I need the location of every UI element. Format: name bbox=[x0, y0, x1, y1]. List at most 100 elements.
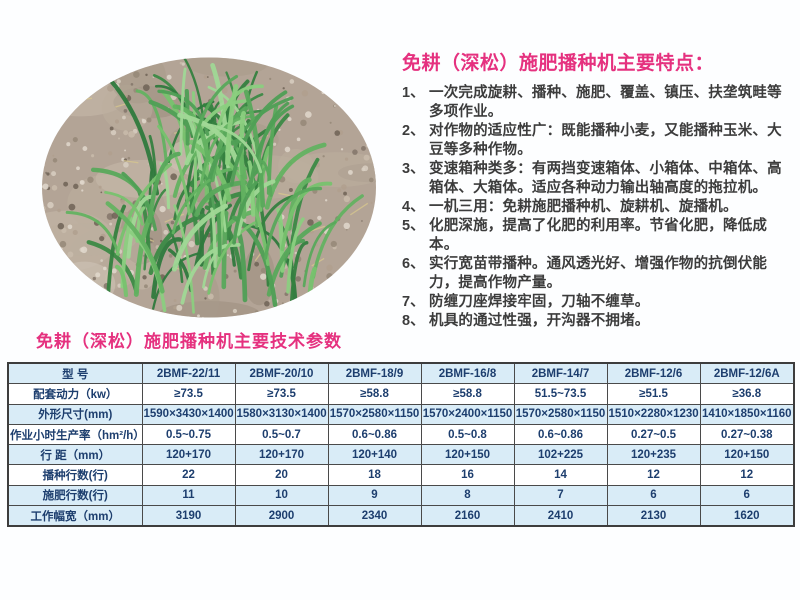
specs-row: 工作幅宽（mm） 3190 2900 2340 2160 2410 2130 1620 bbox=[7, 505, 795, 527]
feature-text: 变速箱种类多：有两挡变速箱体、小箱体、中箱体、高箱体、大箱体。适应各种动力输出轴… bbox=[429, 161, 782, 196]
spec-value: 120+140 bbox=[327, 444, 422, 466]
model-column-label: 型 号 bbox=[7, 362, 143, 385]
spec-value: 12 bbox=[606, 464, 701, 486]
feature-number: 7、 bbox=[402, 294, 425, 310]
feature-text: 化肥深施，提高了化肥的利用率。节省化肥，降低成本。 bbox=[429, 218, 768, 253]
spec-value: ≥58.8 bbox=[327, 383, 422, 405]
spec-value: 0.27~0.5 bbox=[606, 423, 701, 446]
spec-row-label: 作业小时生产率（hm²/h） bbox=[7, 423, 143, 446]
spec-row-label: 播种行数(行) bbox=[7, 464, 143, 486]
spec-value: 6 bbox=[699, 484, 795, 507]
feature-text: 防缠刀座焊接牢固，刀轴不缠草。 bbox=[429, 294, 650, 310]
spec-row-label: 配套动力（kw） bbox=[7, 383, 143, 405]
feature-number: 6、 bbox=[402, 256, 425, 272]
feature-number: 2、 bbox=[402, 123, 425, 139]
spec-value: 6 bbox=[606, 484, 701, 507]
spec-value: 0.5~0.75 bbox=[141, 423, 236, 446]
specs-row: 行 距（mm） 120+170 120+170 120+140 120+150 102+2… bbox=[7, 444, 795, 466]
spec-value: 120+170 bbox=[234, 444, 329, 466]
feature-item: 4、 一机三用：免耕施肥播种机、旋耕机、旋播机。 bbox=[402, 198, 796, 217]
spec-value: 2130 bbox=[606, 505, 701, 527]
spec-value: 1410×1850×1160 bbox=[699, 403, 795, 425]
feature-item: 3、 变速箱种类多：有两挡变速箱体、小箱体、中箱体、高箱体、大箱体。适应各种动力输… bbox=[402, 160, 796, 198]
spec-value: 0.6~0.86 bbox=[513, 423, 608, 446]
spec-value: 22 bbox=[141, 464, 236, 486]
field-photo bbox=[40, 56, 378, 319]
specs-table: 型 号 2BMF-22/11 2BMF-20/10 2BMF-18/9 2BMF-16/… bbox=[7, 362, 795, 528]
spec-value: 2160 bbox=[420, 505, 515, 527]
feature-text: 实行宽苗带播种。通风透光好、增强作物的抗倒伏能力，提高作物产量。 bbox=[429, 256, 768, 291]
spec-value: 1570×2580×1150 bbox=[513, 403, 608, 425]
spec-value: 20 bbox=[234, 464, 329, 486]
spec-value: 9 bbox=[327, 484, 422, 507]
spec-value: ≥73.5 bbox=[234, 383, 329, 405]
spec-value: 1620 bbox=[699, 505, 795, 527]
model-header: 2BMF-14/7 bbox=[513, 362, 608, 385]
spec-value: 14 bbox=[513, 464, 608, 486]
spec-value: ≥36.8 bbox=[699, 383, 795, 405]
model-header: 2BMF-12/6 bbox=[606, 362, 701, 385]
features-section: 免耕（深松）施肥播种机主要特点： 1、 一次完成旋耕、播种、施肥、覆盖、镇压、扶垄… bbox=[402, 52, 796, 331]
specs-row: 外形尺寸(mm) 1590×3430×1400 1580×3130×1400 1570… bbox=[7, 403, 795, 425]
feature-text: 对作物的适应性广：既能播种小麦，又能播种玉米、大豆等多种作物。 bbox=[429, 123, 782, 158]
spec-value: 120+150 bbox=[699, 444, 795, 466]
feature-text: 机具的通过性强，开沟器不拥堵。 bbox=[429, 313, 650, 329]
model-header: 2BMF-18/9 bbox=[327, 362, 422, 385]
feature-number: 8、 bbox=[402, 313, 425, 329]
specs-header-row: 型 号 2BMF-22/11 2BMF-20/10 2BMF-18/9 2BMF-16/… bbox=[7, 362, 795, 385]
feature-item: 7、 防缠刀座焊接牢固，刀轴不缠草。 bbox=[402, 293, 796, 312]
spec-row-label: 施肥行数(行) bbox=[7, 484, 143, 507]
feature-number: 5、 bbox=[402, 218, 425, 234]
wheat-seedlings-photo bbox=[42, 57, 376, 318]
spec-value: 3190 bbox=[141, 505, 236, 527]
spec-row-label: 工作幅宽（mm） bbox=[7, 505, 143, 527]
features-list: 1、 一次完成旋耕、播种、施肥、覆盖、镇压、扶垄筑畦等多项作业。 2、 对作物的适应性… bbox=[402, 84, 796, 331]
model-header: 2BMF-12/6A bbox=[699, 362, 795, 385]
spec-value: 120+235 bbox=[606, 444, 701, 466]
feature-item: 5、 化肥深施，提高了化肥的利用率。节省化肥，降低成本。 bbox=[402, 217, 796, 255]
spec-value: 51.5~73.5 bbox=[513, 383, 608, 405]
spec-row-label: 外形尺寸(mm) bbox=[7, 403, 143, 425]
spec-value: 16 bbox=[420, 464, 515, 486]
specs-row: 配套动力（kw） ≥73.5 ≥73.5 ≥58.8 ≥58.8 51.5~73.5 ≥51… bbox=[7, 383, 795, 405]
spec-value: 0.5~0.7 bbox=[234, 423, 329, 446]
spec-value: 1570×2400×1150 bbox=[420, 403, 515, 425]
specs-row: 播种行数(行) 22 20 18 16 14 12 12 bbox=[7, 464, 795, 486]
spec-value: 120+170 bbox=[141, 444, 236, 466]
feature-item: 8、 机具的通过性强，开沟器不拥堵。 bbox=[402, 312, 796, 331]
feature-item: 1、 一次完成旋耕、播种、施肥、覆盖、镇压、扶垄筑畦等多项作业。 bbox=[402, 84, 796, 122]
spec-value: 2340 bbox=[327, 505, 422, 527]
feature-text: 一次完成旋耕、播种、施肥、覆盖、镇压、扶垄筑畦等多项作业。 bbox=[429, 85, 782, 120]
spec-value: ≥58.8 bbox=[420, 383, 515, 405]
spec-value: 1580×3130×1400 bbox=[234, 403, 329, 425]
spec-value: 11 bbox=[141, 484, 236, 507]
specs-row: 作业小时生产率（hm²/h） 0.5~0.75 0.5~0.7 0.6~0.86 0.5… bbox=[7, 423, 795, 446]
model-header: 2BMF-20/10 bbox=[234, 362, 329, 385]
feature-number: 3、 bbox=[402, 161, 425, 177]
specs-row: 施肥行数(行) 11 10 9 8 7 6 6 bbox=[7, 484, 795, 507]
model-header: 2BMF-16/8 bbox=[420, 362, 515, 385]
feature-item: 6、 实行宽苗带播种。通风透光好、增强作物的抗倒伏能力，提高作物产量。 bbox=[402, 255, 796, 293]
spec-value: 102+225 bbox=[513, 444, 608, 466]
spec-value: 0.6~0.86 bbox=[327, 423, 422, 446]
spec-row-label: 行 距（mm） bbox=[7, 444, 143, 466]
spec-value: 0.27~0.38 bbox=[699, 423, 795, 446]
features-title: 免耕（深松）施肥播种机主要特点： bbox=[402, 53, 715, 74]
spec-value: 1510×2280×1230 bbox=[606, 403, 701, 425]
spec-value: 2410 bbox=[513, 505, 608, 527]
spec-value: 0.5~0.8 bbox=[420, 423, 515, 446]
spec-value: 1570×2580×1150 bbox=[327, 403, 422, 425]
spec-value: ≥73.5 bbox=[141, 383, 236, 405]
spec-value: 12 bbox=[699, 464, 795, 486]
spec-value: 8 bbox=[420, 484, 515, 507]
spec-value: 1590×3430×1400 bbox=[141, 403, 236, 425]
spec-value: 7 bbox=[513, 484, 608, 507]
feature-number: 4、 bbox=[402, 199, 425, 215]
spec-value: 120+150 bbox=[420, 444, 515, 466]
feature-item: 2、 对作物的适应性广：既能播种小麦，又能播种玉米、大豆等多种作物。 bbox=[402, 122, 796, 160]
feature-text: 一机三用：免耕施肥播种机、旋耕机、旋播机。 bbox=[429, 199, 738, 215]
specs-title: 免耕（深松）施肥播种机主要技术参数 bbox=[36, 332, 342, 351]
spec-value: ≥51.5 bbox=[606, 383, 701, 405]
spec-value: 18 bbox=[327, 464, 422, 486]
